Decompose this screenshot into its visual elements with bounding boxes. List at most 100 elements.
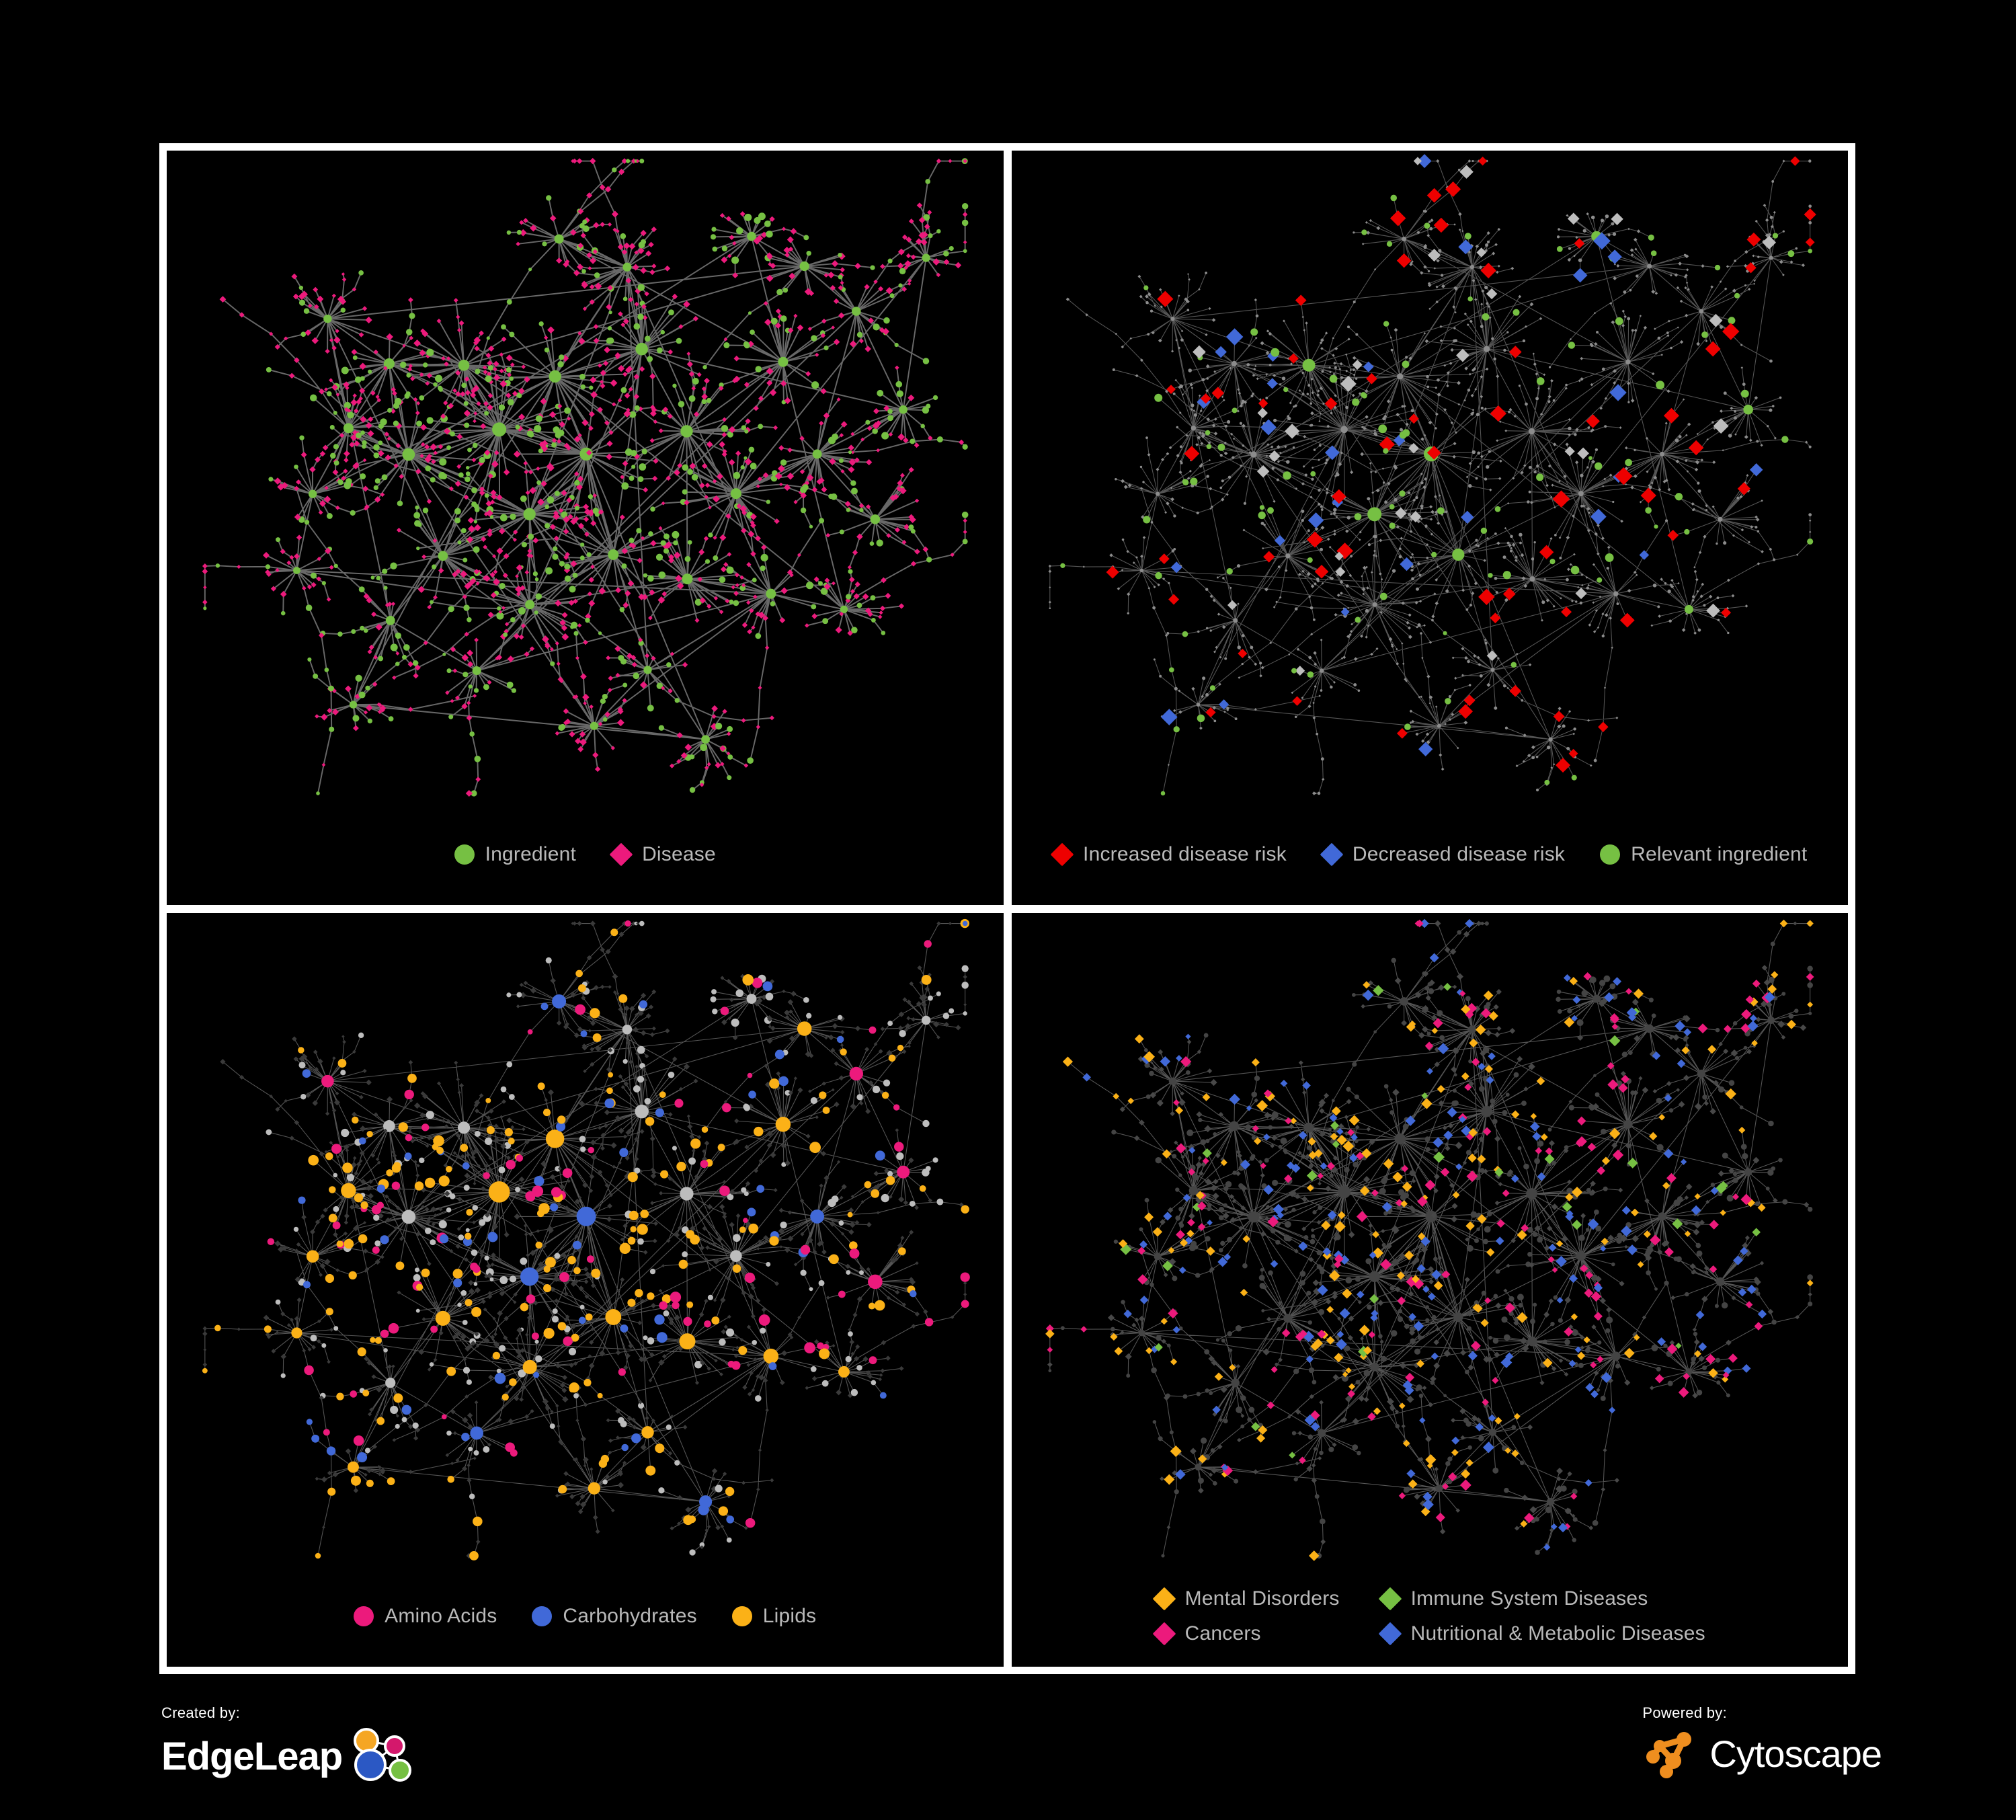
- graph-node-disease: [1617, 1187, 1623, 1193]
- graph-node-disease: [1284, 569, 1287, 572]
- graph-node-disease: [1737, 482, 1750, 496]
- graph-node-ingredient: [1204, 271, 1207, 274]
- graph-node-ingredient: [631, 1433, 641, 1443]
- graph-node-ingredient: [1142, 516, 1150, 524]
- graph-node-ingredient: [672, 1301, 680, 1309]
- graph-node-disease: [1293, 1248, 1299, 1253]
- graph-node-ingredient: [1294, 715, 1297, 719]
- graph-node-ingredient: [629, 475, 635, 481]
- graph-node-ingredient: [840, 605, 848, 614]
- graph-node-disease: [1495, 374, 1499, 379]
- graph-node-ingredient: [922, 1119, 930, 1127]
- graph-node-ingredient: [747, 1072, 753, 1078]
- graph-node-disease: [1633, 448, 1636, 452]
- graph-node-disease: [1506, 1263, 1510, 1268]
- graph-node-disease: [1323, 1093, 1329, 1098]
- graph-node-ingredient: [1430, 619, 1434, 622]
- graph-node-ingredient: [479, 457, 485, 463]
- graph-node-disease: [1569, 563, 1572, 566]
- graph-node-disease: [1478, 156, 1487, 166]
- graph-node-disease: [733, 590, 739, 596]
- graph-node-ingredient: [370, 1337, 376, 1343]
- graph-node-disease: [490, 1334, 495, 1339]
- graph-node-ingredient: [743, 342, 750, 349]
- graph-node-ingredient: [1807, 248, 1812, 253]
- graph-node-ingredient: [1652, 583, 1656, 588]
- graph-node-ingredient: [535, 593, 542, 600]
- graph-node-disease: [370, 611, 377, 617]
- graph-node-disease: [649, 1004, 654, 1009]
- graph-node-ingredient: [323, 314, 332, 323]
- graph-node-disease: [1336, 593, 1340, 597]
- graph-node-disease: [575, 1418, 579, 1422]
- graph-node-ingredient: [401, 654, 407, 660]
- graph-node-ingredient: [498, 1166, 506, 1173]
- graph-node-disease: [1359, 634, 1363, 638]
- graph-node-disease: [963, 518, 967, 523]
- graph-node-ingredient: [358, 1032, 364, 1038]
- graph-node-ingredient: [291, 1327, 303, 1339]
- graph-node-ingredient: [648, 531, 653, 537]
- graph-node-ingredient: [564, 576, 571, 582]
- graph-node-disease: [365, 316, 372, 324]
- graph-node-ingredient: [612, 167, 617, 173]
- graph-node-disease: [685, 1506, 692, 1513]
- graph-node-disease: [1609, 384, 1627, 401]
- graph-node-ingredient: [508, 1137, 515, 1144]
- graph-node-disease: [623, 1364, 629, 1370]
- graph-node-ingredient: [1207, 441, 1211, 444]
- graph-node-disease: [1368, 1232, 1373, 1236]
- graph-node-disease: [1318, 695, 1321, 697]
- graph-node-ingredient: [1766, 425, 1769, 428]
- graph-node-disease: [850, 432, 855, 436]
- graph-node-ingredient: [1733, 260, 1736, 262]
- graph-node-disease: [611, 402, 616, 407]
- graph-node-ingredient: [800, 1244, 811, 1255]
- graph-node-disease: [632, 264, 639, 271]
- graph-node-disease: [1438, 753, 1442, 757]
- graph-node-ingredient: [1182, 631, 1188, 637]
- graph-node-disease: [376, 1386, 382, 1392]
- graph-node-disease: [1471, 278, 1475, 282]
- graph-node-disease: [575, 656, 579, 660]
- graph-node-disease: [1409, 721, 1412, 725]
- graph-node-disease: [686, 361, 693, 368]
- graph-node-ingredient: [1150, 309, 1153, 313]
- graph-node-ingredient: [1368, 1271, 1380, 1282]
- graph-node-ingredient: [1383, 321, 1389, 327]
- graph-node-disease: [335, 505, 340, 510]
- graph-node-ingredient: [686, 1229, 695, 1238]
- graph-node-disease: [615, 1349, 621, 1355]
- graph-node-disease: [239, 1074, 245, 1080]
- graph-node-ingredient: [1320, 508, 1324, 511]
- graph-node-disease: [707, 762, 711, 766]
- graph-node-ingredient: [545, 523, 551, 529]
- graph-node-ingredient: [1398, 547, 1402, 550]
- graph-node-disease: [1482, 1355, 1490, 1363]
- graph-node-ingredient: [358, 586, 365, 593]
- graph-node-ingredient: [294, 465, 298, 469]
- graph-node-disease: [705, 1244, 710, 1250]
- graph-node-disease: [1365, 231, 1370, 235]
- graph-node-ingredient: [1659, 451, 1664, 457]
- graph-node-disease: [637, 1320, 643, 1325]
- graph-node-ingredient: [645, 1465, 656, 1476]
- graph-node-ingredient: [1398, 490, 1406, 497]
- graph-node-disease: [1203, 1124, 1211, 1132]
- graph-node-ingredient: [822, 618, 829, 625]
- graph-node-ingredient: [1319, 547, 1323, 551]
- graph-node-disease: [475, 1286, 481, 1293]
- graph-node-ingredient: [333, 1173, 338, 1177]
- graph-node-ingredient: [744, 1272, 756, 1283]
- graph-node-ingredient: [1186, 1129, 1193, 1136]
- graph-node-disease: [823, 1175, 830, 1181]
- graph-node-disease: [359, 387, 366, 394]
- graph-node-disease: [323, 1207, 328, 1212]
- graph-node-disease: [641, 1029, 647, 1036]
- graph-node-disease: [841, 1183, 847, 1189]
- graph-node-ingredient: [1464, 1369, 1469, 1374]
- graph-node-disease: [1170, 497, 1174, 502]
- graph-node-disease: [1694, 467, 1698, 472]
- graph-node-ingredient: [943, 250, 949, 257]
- graph-node-disease: [607, 284, 613, 291]
